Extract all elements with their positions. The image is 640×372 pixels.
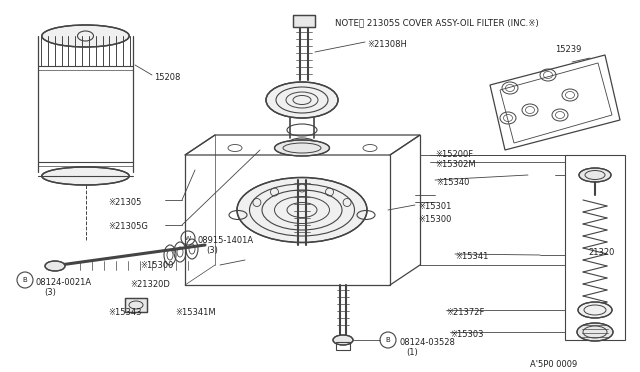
Text: A'5P0 0009: A'5P0 0009 xyxy=(530,360,577,369)
Text: B: B xyxy=(386,337,390,343)
Ellipse shape xyxy=(333,335,353,345)
Text: ※15340: ※15340 xyxy=(436,178,469,187)
Text: (3): (3) xyxy=(206,246,218,255)
Bar xyxy=(125,298,147,312)
Text: ※15341: ※15341 xyxy=(455,252,488,261)
Text: ※15303: ※15303 xyxy=(450,330,483,339)
Ellipse shape xyxy=(275,140,330,156)
Ellipse shape xyxy=(577,323,613,341)
Text: ※15200F: ※15200F xyxy=(435,150,473,159)
Ellipse shape xyxy=(266,82,338,118)
Text: 08124-0021A: 08124-0021A xyxy=(36,278,92,287)
Text: ※21305G: ※21305G xyxy=(108,222,148,231)
Text: B: B xyxy=(22,277,28,283)
Text: ※15341M: ※15341M xyxy=(175,308,216,317)
Text: ※21372F: ※21372F xyxy=(446,308,484,317)
Text: 15208: 15208 xyxy=(154,73,180,82)
Text: W: W xyxy=(185,235,191,241)
Text: NOTE） 21305S COVER ASSY-OIL FILTER (INC.※): NOTE） 21305S COVER ASSY-OIL FILTER (INC.… xyxy=(335,18,539,27)
Text: ※15300: ※15300 xyxy=(140,261,173,270)
Text: ※21320D: ※21320D xyxy=(130,280,170,289)
Ellipse shape xyxy=(578,302,612,318)
Ellipse shape xyxy=(42,25,129,47)
Text: 08124-03528: 08124-03528 xyxy=(399,338,455,347)
Bar xyxy=(336,342,350,350)
Text: ※15343: ※15343 xyxy=(108,308,141,317)
Ellipse shape xyxy=(45,261,65,271)
Bar xyxy=(293,15,315,27)
Bar xyxy=(125,298,147,312)
Text: ※15302M: ※15302M xyxy=(435,160,476,169)
Bar xyxy=(565,155,625,340)
Ellipse shape xyxy=(579,168,611,182)
Bar xyxy=(293,15,315,27)
Ellipse shape xyxy=(237,177,367,243)
Text: ※21305: ※21305 xyxy=(108,198,141,207)
Text: 21320: 21320 xyxy=(588,248,614,257)
Text: 08915-1401A: 08915-1401A xyxy=(198,236,254,245)
Ellipse shape xyxy=(42,167,129,185)
Text: 15239: 15239 xyxy=(555,45,581,54)
Text: ※21308H: ※21308H xyxy=(367,40,407,49)
Text: ※15301: ※15301 xyxy=(418,202,451,211)
Text: (1): (1) xyxy=(406,348,418,357)
Text: (3): (3) xyxy=(44,288,56,297)
Text: ※15300: ※15300 xyxy=(418,215,451,224)
